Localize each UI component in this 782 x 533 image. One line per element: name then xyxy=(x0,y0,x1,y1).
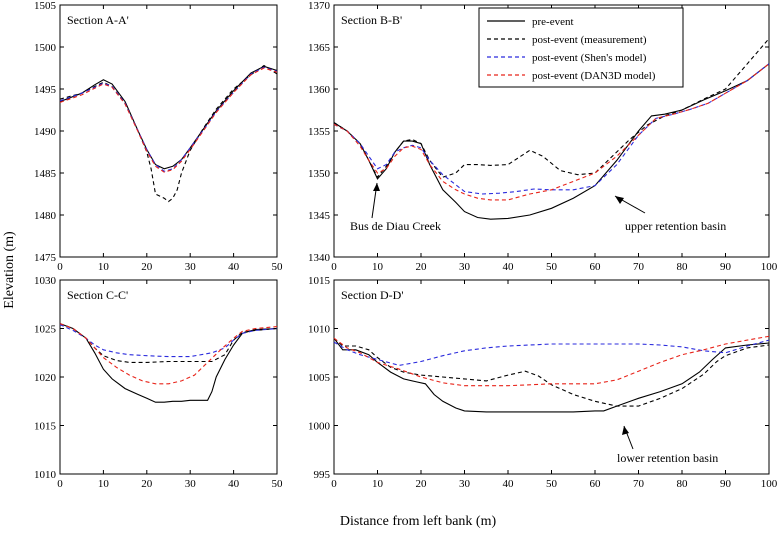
x-tick-label: 10 xyxy=(98,261,110,273)
y-tick-label: 1350 xyxy=(308,168,331,180)
y-tick-label: 1030 xyxy=(34,275,57,287)
x-tick-label: 60 xyxy=(590,261,602,273)
annotation-label: lower retention basin xyxy=(617,451,718,465)
x-tick-label: 10 xyxy=(372,478,384,490)
series-line-post-event-dan3d-model- xyxy=(333,335,770,387)
series-line-post-event-measurement- xyxy=(333,38,770,179)
series-line-post-event-dan3d-model- xyxy=(333,63,770,201)
series-line-post-event-shen-s-model- xyxy=(333,339,770,366)
annotation-label: upper retention basin xyxy=(625,219,726,233)
y-tick-label: 1000 xyxy=(308,421,331,433)
x-tick-label: 50 xyxy=(546,261,558,273)
x-tick-label: 10 xyxy=(372,261,384,273)
x-tick-label: 20 xyxy=(141,478,153,490)
y-tick-label: 1370 xyxy=(308,0,331,12)
x-axis-title: Distance from left bank (m) xyxy=(340,514,497,529)
panel-title: Section D-D' xyxy=(341,288,403,302)
x-tick-label: 60 xyxy=(590,478,602,490)
y-tick-label: 1485 xyxy=(34,168,57,180)
series-line-pre-event xyxy=(333,63,770,220)
annotation-label: Bus de Diau Creek xyxy=(350,219,441,233)
x-tick-label: 50 xyxy=(272,261,284,273)
y-tick-label: 1005 xyxy=(308,372,331,384)
series-line-pre-event xyxy=(59,65,278,170)
y-tick-label: 1340 xyxy=(308,252,331,264)
x-tick-label: 70 xyxy=(633,478,645,490)
x-tick-label: 20 xyxy=(416,478,428,490)
x-tick-label: 30 xyxy=(459,478,471,490)
y-tick-label: 1355 xyxy=(308,126,331,138)
x-tick-label: 40 xyxy=(228,261,240,273)
y-tick-label: 1505 xyxy=(34,0,57,12)
x-tick-label: 30 xyxy=(459,261,471,273)
annotation-arrowhead xyxy=(622,426,629,435)
x-tick-label: 40 xyxy=(503,478,515,490)
x-tick-label: 20 xyxy=(416,261,428,273)
series-line-post-event-shen-s-model- xyxy=(59,66,278,172)
y-tick-label: 1020 xyxy=(34,372,57,384)
x-tick-label: 10 xyxy=(98,478,110,490)
panel-a: 0 10 20 30 40 50 1475 1480 1485 1490 1495 1500 1505 S… xyxy=(34,0,283,273)
x-tick-label: 20 xyxy=(141,261,153,273)
y-tick-label: 1365 xyxy=(308,42,331,54)
y-tick-label: 1490 xyxy=(34,126,57,138)
panel-title: Section B-B' xyxy=(341,13,402,27)
x-tick-label: 70 xyxy=(633,261,645,273)
legend-label: post-event (DAN3D model) xyxy=(532,70,656,82)
series-line-pre-event xyxy=(59,323,278,403)
y-tick-label: 1025 xyxy=(34,324,57,336)
series-line-pre-event xyxy=(333,337,770,413)
plot-frame xyxy=(59,4,278,258)
y-tick-label: 1010 xyxy=(34,469,57,481)
y-tick-label: 1345 xyxy=(308,210,331,222)
series-line-post-event-shen-s-model- xyxy=(59,324,278,358)
y-tick-label: 1360 xyxy=(308,84,331,96)
legend-label: post-event (measurement) xyxy=(532,34,647,46)
panel-d: 0 10 20 30 40 50 60 70 80 90 100 995 1000 1005 1010 101… xyxy=(308,275,778,490)
y-tick-label: 1015 xyxy=(308,275,331,287)
series-line-post-event-shen-s-model- xyxy=(333,63,770,195)
legend: pre-event post-event (measurement) post-ev… xyxy=(478,7,684,88)
x-tick-label: 30 xyxy=(185,478,197,490)
x-tick-label: 50 xyxy=(272,478,284,490)
x-tick-label: 0 xyxy=(331,261,337,273)
x-tick-label: 0 xyxy=(57,478,63,490)
panel-title: Section C-C' xyxy=(67,288,128,302)
x-tick-label: 90 xyxy=(720,261,732,273)
annotation-arrowhead xyxy=(373,183,380,191)
series-line-post-event-dan3d-model- xyxy=(59,323,278,385)
x-tick-label: 100 xyxy=(761,261,778,273)
x-tick-label: 50 xyxy=(546,478,558,490)
annotation-arrowhead xyxy=(615,196,624,204)
x-tick-label: 100 xyxy=(761,478,778,490)
x-tick-label: 0 xyxy=(57,261,63,273)
x-tick-label: 30 xyxy=(185,261,197,273)
y-tick-label: 1500 xyxy=(34,42,57,54)
series-line-post-event-measurement- xyxy=(333,337,770,407)
plot-frame xyxy=(59,279,278,475)
x-tick-label: 40 xyxy=(228,478,240,490)
panel-title: Section A-A' xyxy=(67,13,129,27)
series-line-post-event-dan3d-model- xyxy=(59,67,278,173)
x-tick-label: 0 xyxy=(331,478,337,490)
x-tick-label: 80 xyxy=(677,261,689,273)
y-tick-label: 1495 xyxy=(34,84,57,96)
x-tick-label: 80 xyxy=(677,478,689,490)
y-tick-label: 1010 xyxy=(308,324,331,336)
legend-label: post-event (Shen's model) xyxy=(532,52,647,64)
y-axis-title: Elevation (m) xyxy=(2,231,17,309)
panel-b: 0 10 20 30 40 50 60 70 80 90 100 1340 1345 1350 1355 13… xyxy=(308,0,778,273)
y-tick-label: 1480 xyxy=(34,210,57,222)
legend-label: pre-event xyxy=(532,16,574,28)
y-tick-label: 1475 xyxy=(34,252,57,264)
y-tick-label: 1015 xyxy=(34,421,57,433)
x-tick-label: 90 xyxy=(720,478,732,490)
x-tick-label: 40 xyxy=(503,261,515,273)
y-tick-label: 995 xyxy=(314,469,331,481)
